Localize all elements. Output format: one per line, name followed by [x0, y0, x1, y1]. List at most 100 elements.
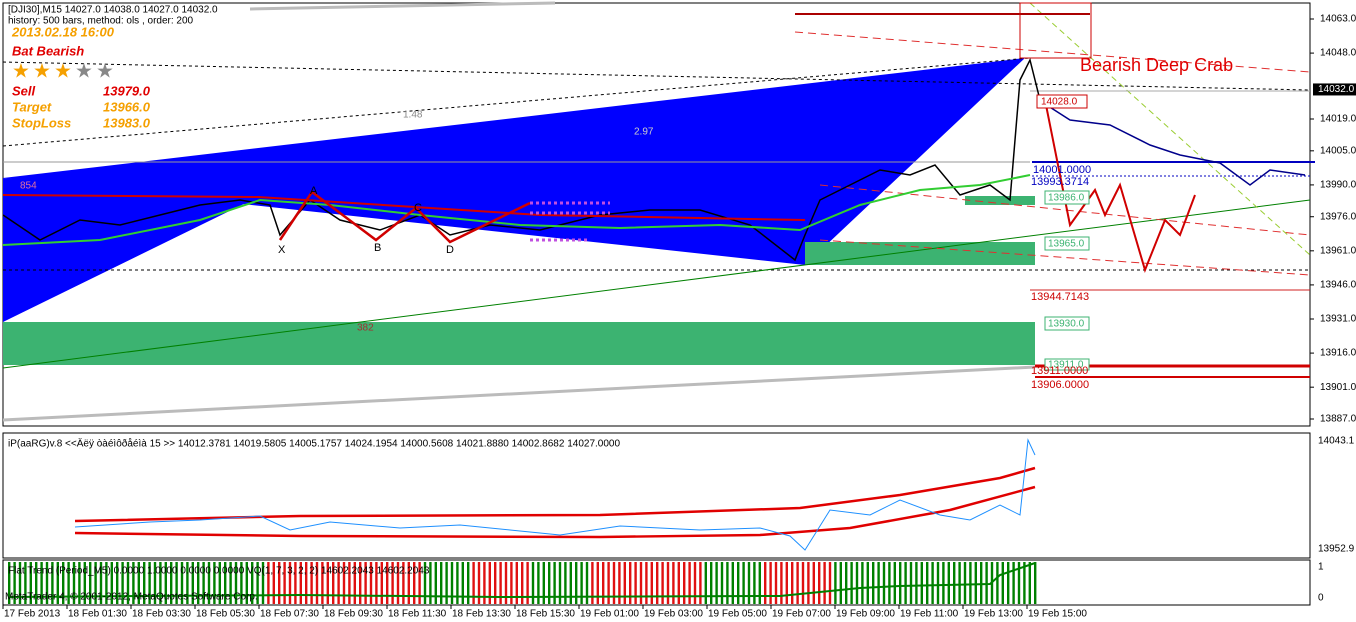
pattern-area: [3, 178, 258, 322]
trend-bar: [521, 562, 524, 604]
trend-bar: [812, 562, 815, 604]
zone: [3, 322, 1035, 365]
trend-bar: [413, 562, 416, 604]
signal-value: 13983.0: [103, 115, 151, 130]
trend-bar: [434, 562, 437, 604]
tick-label: 14048.0: [1320, 48, 1356, 59]
trend-bar: [661, 562, 664, 604]
trend-bar: [899, 562, 902, 604]
trend-bar: [110, 562, 113, 604]
trend-bar: [796, 562, 799, 604]
time-label: 18 Feb 09:30: [324, 609, 383, 620]
trend-bar: [126, 562, 130, 604]
trend-bar: [445, 562, 448, 604]
trend-bar: [186, 562, 189, 604]
tick-label: 13990.0: [1320, 180, 1356, 191]
pattern: Bat Bearish: [12, 43, 84, 58]
trend-bar: [596, 562, 599, 604]
trend-bar: [726, 562, 729, 604]
trend-bar: [213, 562, 216, 604]
trend-bar: [580, 562, 583, 604]
label-box: [1044, 316, 1090, 331]
trend-bar: [175, 562, 178, 604]
trend-bar: [24, 562, 27, 604]
label-box: [1036, 94, 1088, 109]
indicator-title: Flat Trend (Period_M5) 0.0000 1.0000 0.0…: [8, 566, 430, 577]
signal-name: Target: [12, 99, 52, 114]
trend-bar: [926, 562, 929, 604]
trend-bar: [67, 562, 70, 604]
trend-bar: [375, 562, 378, 604]
signal-name: Sell: [12, 83, 36, 98]
trend-bar: [218, 562, 221, 604]
trend-bar: [791, 562, 794, 604]
price-axis: 14063.0 14048.0 14019.0 14005.0 13990.0 13976…: [1310, 14, 1356, 425]
trend-bar: [499, 562, 502, 604]
trend-bar: [326, 562, 329, 604]
date: 2013.02.18 16:00: [11, 24, 115, 39]
price-label: 13944.7143: [1031, 291, 1089, 303]
time-label: 19 Feb 15:00: [1028, 609, 1087, 620]
trend-bar: [1012, 562, 1015, 604]
trend-bar: [877, 562, 880, 604]
trend-bar: [915, 562, 918, 604]
star: ★: [54, 60, 72, 82]
trend-bar: [747, 562, 751, 604]
band-lower: [74, 485, 1036, 539]
trend-bar: [305, 562, 308, 604]
trend-bar: [283, 562, 286, 604]
trend-bar: [629, 562, 632, 604]
trend-bar: [807, 562, 810, 604]
trend-bar: [872, 562, 875, 604]
trend-bar: [321, 562, 324, 604]
fan-line: [1029, 2, 1311, 256]
time-axis: 17 Feb 2013 18 Feb 01:30 18 Feb 03:30 18 Fe…: [2, 605, 1087, 620]
trend-bar: [472, 562, 475, 604]
trend-bar: [132, 562, 135, 604]
trend-bar: [315, 562, 319, 604]
trend-bar: [656, 562, 659, 604]
tick-label: 13961.0: [1320, 245, 1356, 256]
trend-bar: [148, 562, 151, 604]
star: ★: [12, 60, 30, 82]
point-label: B: [374, 242, 381, 254]
trend-bar: [1001, 562, 1004, 604]
trend-bar: [240, 562, 243, 604]
label-box: [1044, 236, 1090, 251]
trend-bar: [1007, 562, 1010, 604]
trend-bar: [337, 562, 340, 604]
pattern-name: Bearish Deep Crab: [1080, 55, 1233, 75]
trend-bar: [764, 562, 767, 604]
trend-bar: [607, 562, 610, 604]
indicator-panel: [2, 432, 1311, 559]
price-label: 14028.0: [1041, 97, 1078, 108]
trend-bar: [710, 562, 713, 604]
trend-line: [2, 57, 1031, 147]
trend-bar: [342, 562, 346, 604]
trend-bar: [510, 562, 513, 604]
trend-bar: [542, 562, 545, 604]
trend-line: [7, 562, 1036, 599]
price-label: 13911.0: [1048, 360, 1084, 371]
trend-bar: [310, 562, 313, 604]
red-dashed: [819, 184, 1311, 236]
channel-line: [249, 1, 556, 11]
symbol-line: [DJI30],M15 14027.0 14038.0 14027.0 1403…: [8, 5, 218, 16]
trend-bar: [18, 562, 22, 604]
tick-label: 13946.0: [1320, 280, 1356, 291]
axis-label: 13952.9: [1318, 544, 1355, 555]
time-label: 19 Feb 05:00: [708, 609, 767, 620]
trend-bar: [818, 562, 821, 604]
time-label: 18 Feb 07:30: [260, 609, 319, 620]
star: ★: [96, 60, 114, 82]
trend-bar: [35, 562, 38, 604]
time-label: 19 Feb 13:00: [964, 609, 1023, 620]
oscillator: [74, 438, 1036, 551]
trend-bar: [612, 562, 616, 604]
trend-bar: [909, 562, 913, 604]
trend-bar: [758, 562, 761, 604]
price-label: 13965.0: [1048, 239, 1085, 250]
trend-bar: [548, 562, 551, 604]
trend-bar: [1023, 562, 1026, 604]
current-price-box: [1313, 83, 1356, 96]
